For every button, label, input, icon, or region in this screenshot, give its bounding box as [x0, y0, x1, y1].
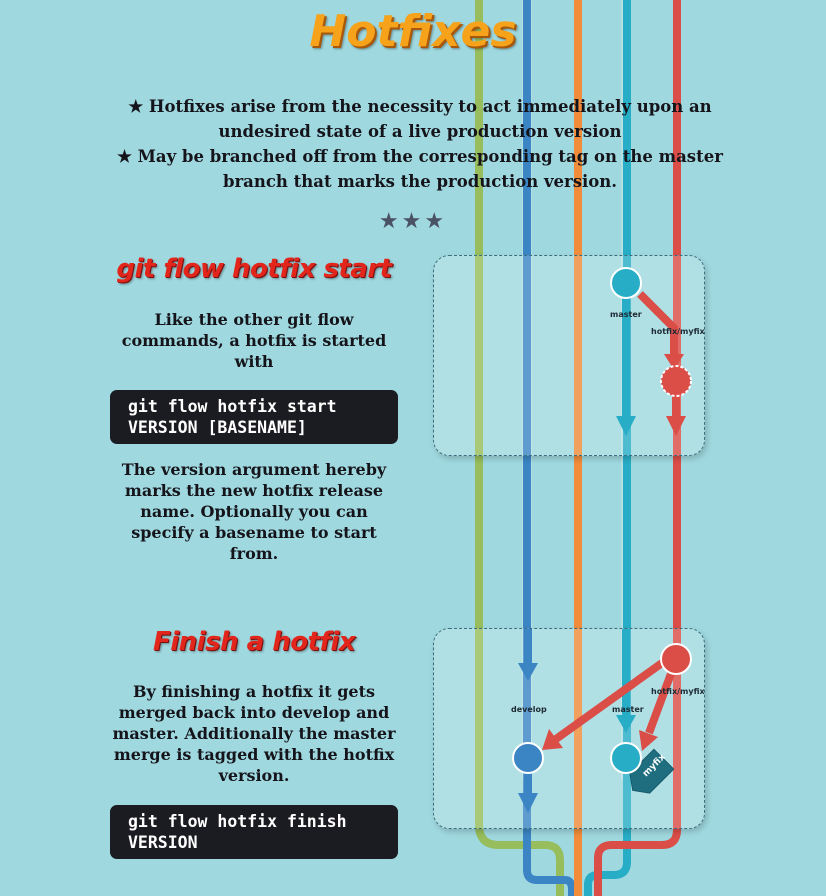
page-title: Hotfixes: [309, 6, 517, 57]
lane-red: [594, 0, 681, 896]
start-section-heading: git flow hotfix start: [116, 254, 392, 284]
master-commit-node: [610, 267, 642, 299]
start-section-intro: Like the other git flow commands, a hotf…: [121, 310, 387, 371]
finish-section-explanation: By finishing a hotfix it gets merged bac…: [112, 682, 396, 785]
start-diagram-hotfix-label: hotfix/myfix: [651, 327, 705, 336]
lane-blue: [523, 0, 576, 896]
hotfix-commit-node: [660, 365, 692, 397]
develop-lane-bottom-head: [518, 793, 538, 813]
hotfix-commit-node: [660, 643, 692, 675]
version-tag: [629, 748, 675, 794]
start-diagram-graphic: [610, 267, 692, 436]
develop-lane-top-head: [518, 663, 538, 681]
finish-diagram-graphic: [512, 629, 692, 813]
start-diagram-master-label: master: [610, 310, 642, 319]
merge-to-develop-line: [553, 659, 665, 743]
finish-diagram-master-label: master: [612, 705, 644, 714]
intro-text: ★ Hotfixes arise from the necessity to a…: [100, 94, 740, 194]
start-section-explanation: The version argument hereby marks the ne…: [121, 460, 387, 563]
develop-merge-node: [512, 742, 544, 774]
merge-to-master-line: [645, 669, 676, 735]
hotfix-branch-arrow-head: [664, 354, 684, 370]
master-lane-top-head: [616, 715, 636, 733]
finish-section-heading: Finish a hotfix: [152, 627, 356, 657]
intro-line-1: ★ Hotfixes arise from the necessity to a…: [128, 97, 712, 141]
finish-diagram-hotfix-label: hotfix/myfix: [651, 687, 705, 696]
master-merge-node: [610, 742, 642, 774]
hotfix-branch-arrow: [637, 291, 678, 354]
merge-to-master-head: [639, 730, 658, 751]
merge-to-develop-head: [542, 729, 563, 750]
finish-command-code: git flow hotfix finish VERSION: [110, 805, 398, 859]
start-command-code: git flow hotfix start VERSION [BASENAME]: [110, 390, 398, 444]
intro-line-2: ★ May be branched off from the correspon…: [117, 147, 723, 191]
finish-diagram: develop master hotfix/myfix myfix: [433, 628, 705, 829]
hotfix-lane-arrow-head: [666, 416, 686, 436]
lane-green: [475, 0, 564, 896]
lane-cyan: [584, 0, 631, 896]
star-separator: ★★★: [378, 209, 448, 234]
start-diagram: master hotfix/myfix: [433, 255, 705, 456]
master-arrow-head: [616, 416, 636, 436]
finish-diagram-develop-label: develop: [511, 705, 547, 714]
